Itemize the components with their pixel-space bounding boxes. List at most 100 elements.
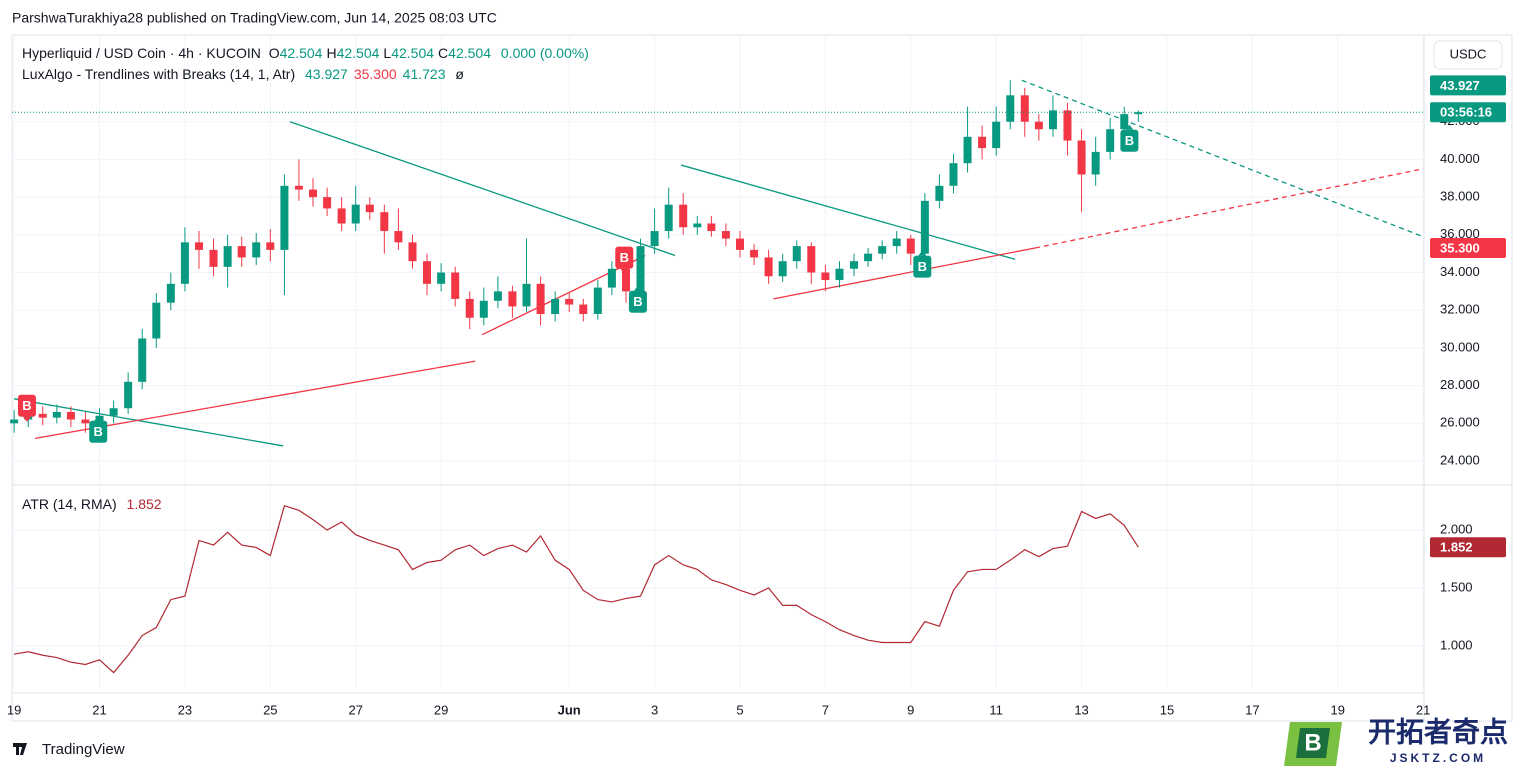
symbol: Hyperliquid / USD Coin · 4h · KUCOIN	[22, 45, 261, 61]
countdown-label: 03:56:16	[1440, 105, 1492, 120]
candle-body	[849, 261, 858, 269]
y-tick-label: 36.000	[1440, 226, 1480, 241]
y-tick-label: 34.000	[1440, 264, 1480, 279]
ohlc-value: 42.504	[279, 45, 323, 61]
x-tick-label: 15	[1160, 702, 1174, 717]
candle-body	[750, 249, 759, 258]
watermark-logo	[1284, 722, 1342, 766]
tradingview-logo	[13, 743, 27, 755]
x-tick-label: 7	[822, 702, 829, 717]
indicator-value: 41.723	[402, 66, 446, 82]
candle-body	[565, 298, 574, 305]
break-box	[17, 394, 36, 417]
break-marker: B	[89, 415, 108, 443]
trendlines	[14, 79, 1424, 447]
candle-body	[152, 302, 161, 339]
candle-body	[821, 272, 830, 281]
currency[interactable]: USDC	[1450, 46, 1487, 61]
candle-body	[52, 411, 61, 418]
break-box	[1120, 129, 1139, 152]
candle-body	[878, 246, 887, 254]
break-label: B	[1125, 133, 1134, 148]
candle-body	[1034, 121, 1043, 130]
y-tick-label: 2.000	[1440, 521, 1473, 536]
candle-body	[365, 204, 374, 213]
candle-body	[978, 136, 987, 149]
candle-body	[166, 283, 175, 303]
watermark-letter: B	[1304, 729, 1321, 756]
break-marker: B	[615, 246, 634, 274]
atr-legend: ATR (14, RMA) 1.852	[22, 496, 162, 512]
indicator-name: LuxAlgo - Trendlines with Breaks (14, 1,…	[22, 66, 296, 82]
ohlc-key: H	[326, 45, 337, 61]
brand: TradingView	[42, 741, 125, 758]
x-tick-label: 29	[434, 702, 448, 717]
x-tick-label: 11	[989, 702, 1003, 717]
candle-body	[650, 231, 659, 247]
candle-body	[963, 136, 972, 164]
candle-body	[237, 246, 246, 258]
candle-body	[508, 291, 517, 307]
x-tick-label: 23	[178, 702, 192, 717]
break-marker: B	[1120, 124, 1139, 152]
candle-body	[522, 283, 531, 307]
candle-body	[223, 246, 232, 267]
candle-body	[451, 272, 460, 299]
candle-body	[636, 246, 645, 292]
y-tick-label: 24.000	[1440, 452, 1480, 467]
x-tick-label: 27	[348, 702, 362, 717]
break-pointer	[1125, 124, 1134, 130]
ohlc: O42.504 H42.504 L42.504 C42.504	[265, 45, 491, 61]
y-tick-label: 1.000	[1440, 637, 1473, 652]
currency-button[interactable]	[1433, 40, 1503, 70]
candle-body	[109, 408, 118, 416]
break-box	[628, 290, 647, 313]
x-tick-label: 25	[263, 702, 277, 717]
candle-body	[607, 268, 616, 288]
candle-body	[664, 204, 673, 232]
candle-body	[1091, 151, 1100, 175]
candle-body	[593, 287, 602, 314]
break-box	[913, 255, 932, 278]
indicator-value: 35.300	[353, 66, 397, 82]
x-tick-label: 9	[907, 702, 914, 717]
atr-axis-label: 1.852	[1440, 540, 1473, 555]
break-label: B	[620, 250, 629, 265]
countdown-label-box	[1430, 102, 1506, 123]
candle-body	[764, 257, 773, 277]
break-pointer	[620, 268, 629, 274]
candle-body	[735, 238, 744, 250]
candle-body	[693, 223, 702, 228]
grid	[12, 35, 1424, 690]
break-pointer	[633, 285, 642, 291]
x-tick-label: 19	[7, 702, 21, 717]
candle-body	[992, 121, 1001, 149]
candle-body	[721, 231, 730, 239]
break-label: B	[633, 294, 642, 309]
candle-body	[1106, 129, 1115, 152]
x-tick-label: 21	[92, 702, 106, 717]
indicator-values: 43.927 35.300 41.723	[299, 66, 445, 82]
y-tick-label: 40.000	[1440, 151, 1480, 166]
x-tick-label: 13	[1074, 702, 1088, 717]
candle-body	[1120, 114, 1129, 130]
ohlc-value: 42.504	[391, 45, 435, 61]
candle-body	[394, 231, 403, 243]
y-tick-label: 38.000	[1440, 189, 1480, 204]
trendline	[1034, 168, 1424, 249]
trendline	[34, 360, 476, 440]
trendline	[14, 398, 284, 447]
candle-body	[679, 204, 688, 228]
ohlc-value: 42.504	[448, 45, 491, 61]
break-pointer	[22, 416, 31, 422]
candle-body	[835, 268, 844, 281]
candle-body	[408, 242, 417, 262]
candle-body	[351, 204, 360, 224]
atr-name: ATR (14, RMA)	[22, 496, 117, 512]
trendline	[481, 254, 646, 336]
y-tick-label: 1.500	[1440, 579, 1473, 594]
candle-body	[479, 300, 488, 318]
candle-body	[807, 246, 816, 273]
candle-body	[949, 163, 958, 186]
